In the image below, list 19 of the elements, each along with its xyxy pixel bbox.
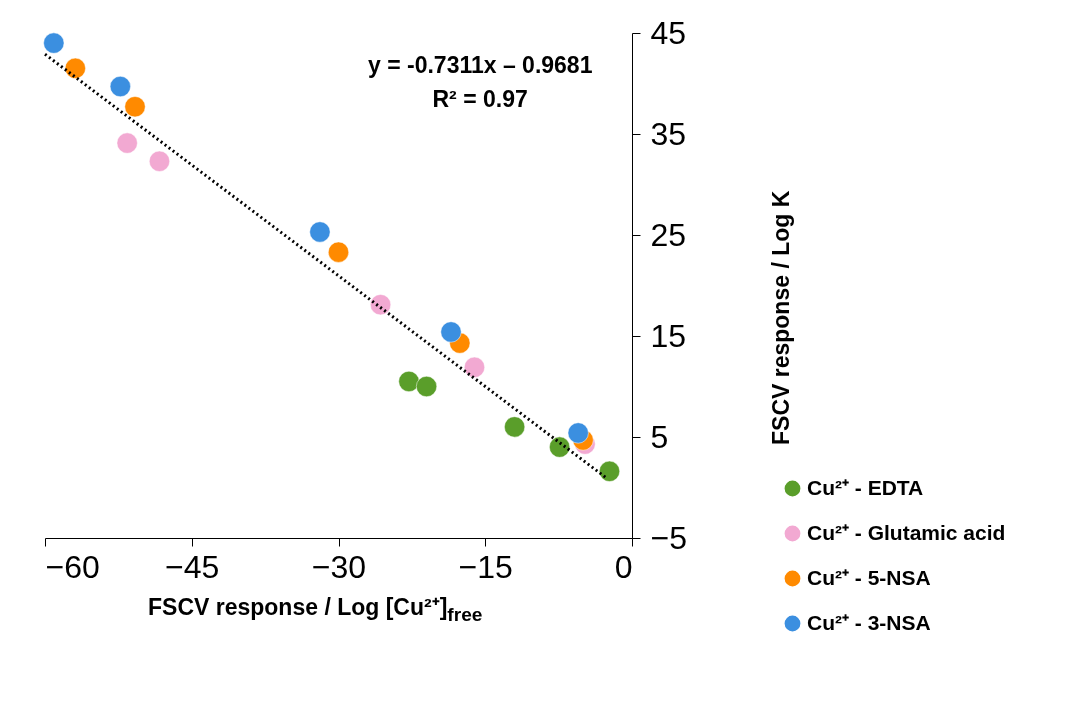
x-tick-label: 0 — [614, 548, 633, 585]
y-tick-label: 25 — [650, 216, 687, 253]
legend-label: Cu²⁺ - Glutamic acid — [807, 520, 1006, 544]
y-axis-title: FSCV response / Log K — [768, 190, 795, 445]
y-tick-label: 45 — [650, 14, 687, 51]
y-tick-label: 15 — [650, 317, 687, 354]
legend-label: Cu²⁺ - 5-NSA — [807, 565, 931, 589]
y-tick-label: −5 — [650, 519, 687, 556]
annotation: y = -0.7311x – 0.9681 — [368, 52, 593, 79]
legend-label: Cu²⁺ - 3-NSA — [807, 610, 931, 634]
y-tick-label: 35 — [650, 115, 687, 152]
x-tick-label: −45 — [165, 548, 220, 585]
x-axis-title: FSCV response / Log [Cu²⁺]$_{free}$ — [148, 593, 483, 626]
annotation: R² = 0.97 — [432, 86, 528, 113]
x-tick-label: −15 — [458, 548, 513, 585]
y-tick-label: 5 — [650, 418, 669, 455]
x-tick-label: −60 — [45, 548, 100, 585]
legend-label: Cu²⁺ - EDTA — [807, 475, 924, 499]
x-tick-label: −30 — [311, 548, 367, 585]
